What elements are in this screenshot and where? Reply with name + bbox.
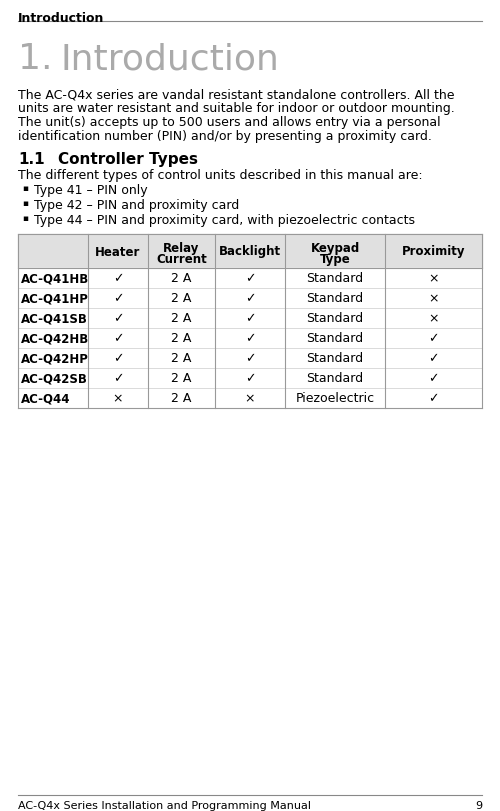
Text: ✓: ✓ (428, 392, 439, 405)
Bar (18, 349, 482, 368)
Text: Controller Types: Controller Types (58, 152, 198, 167)
Text: ✓: ✓ (428, 372, 439, 385)
Text: Proximity: Proximity (402, 245, 465, 258)
Text: The unit(s) accepts up to 500 users and allows entry via a personal: The unit(s) accepts up to 500 users and … (18, 116, 440, 129)
Bar (18, 328, 482, 349)
Text: ✓: ✓ (245, 352, 256, 365)
Text: ✓: ✓ (245, 292, 256, 305)
Text: Introduction: Introduction (18, 12, 104, 25)
Text: Keypad: Keypad (310, 242, 360, 255)
Text: 2 A: 2 A (172, 272, 192, 285)
Bar (18, 289, 482, 309)
Text: Standard: Standard (306, 332, 364, 345)
Text: 2 A: 2 A (172, 292, 192, 305)
Text: ×: × (428, 272, 439, 285)
Text: ✓: ✓ (245, 372, 256, 385)
Text: 2 A: 2 A (172, 332, 192, 345)
Text: ▪: ▪ (22, 184, 28, 193)
Text: AC-Q41HB: AC-Q41HB (21, 272, 89, 285)
Text: ✓: ✓ (245, 312, 256, 325)
Text: 2 A: 2 A (172, 392, 192, 405)
Text: ×: × (113, 392, 123, 405)
Text: Relay: Relay (164, 242, 200, 255)
Text: Standard: Standard (306, 372, 364, 385)
Text: Heater: Heater (96, 245, 140, 258)
Text: 9: 9 (475, 800, 482, 810)
Text: ✓: ✓ (113, 352, 123, 365)
Text: 2 A: 2 A (172, 352, 192, 365)
Text: ✓: ✓ (113, 272, 123, 285)
Bar (18, 268, 482, 289)
Bar (18, 234, 482, 268)
Text: units are water resistant and suitable for indoor or outdoor mounting.: units are water resistant and suitable f… (18, 102, 455, 115)
Text: Type: Type (320, 253, 350, 266)
Text: Standard: Standard (306, 352, 364, 365)
Text: ×: × (428, 292, 439, 305)
Text: 1.: 1. (18, 42, 52, 76)
Text: ✓: ✓ (245, 272, 256, 285)
Text: ×: × (428, 312, 439, 325)
Text: 2 A: 2 A (172, 372, 192, 385)
Text: ✓: ✓ (245, 332, 256, 345)
Text: AC-Q4x Series Installation and Programming Manual: AC-Q4x Series Installation and Programmi… (18, 800, 311, 810)
Text: ▪: ▪ (22, 199, 28, 208)
Text: Backlight: Backlight (219, 245, 281, 258)
Text: Standard: Standard (306, 272, 364, 285)
Text: Standard: Standard (306, 292, 364, 305)
Text: ✓: ✓ (113, 332, 123, 345)
Bar (18, 309, 482, 328)
Text: 2 A: 2 A (172, 312, 192, 325)
Text: AC-Q44: AC-Q44 (21, 392, 70, 405)
Text: ▪: ▪ (22, 214, 28, 223)
Text: Current: Current (156, 253, 207, 266)
Text: Type 42 – PIN and proximity card: Type 42 – PIN and proximity card (34, 199, 240, 212)
Text: identification number (PIN) and/or by presenting a proximity card.: identification number (PIN) and/or by pr… (18, 130, 432, 143)
Text: The AC-Q4x series are vandal resistant standalone controllers. All the: The AC-Q4x series are vandal resistant s… (18, 88, 454, 101)
Text: The different types of control units described in this manual are:: The different types of control units des… (18, 169, 422, 182)
Text: ✓: ✓ (113, 372, 123, 385)
Text: Piezoelectric: Piezoelectric (296, 392, 374, 405)
Text: Type 41 – PIN only: Type 41 – PIN only (34, 184, 148, 197)
Text: ✓: ✓ (428, 332, 439, 345)
Text: ✓: ✓ (113, 292, 123, 305)
Text: Standard: Standard (306, 312, 364, 325)
Text: ✓: ✓ (113, 312, 123, 325)
Text: AC-Q41SB: AC-Q41SB (21, 312, 88, 325)
Text: AC-Q42HB: AC-Q42HB (21, 332, 89, 345)
Text: ×: × (245, 392, 256, 405)
Text: AC-Q42HP: AC-Q42HP (21, 352, 89, 365)
Text: AC-Q42SB: AC-Q42SB (21, 372, 88, 385)
Text: AC-Q41HP: AC-Q41HP (21, 292, 89, 305)
Text: ✓: ✓ (428, 352, 439, 365)
Bar (18, 388, 482, 409)
Bar (18, 368, 482, 388)
Text: Type 44 – PIN and proximity card, with piezoelectric contacts: Type 44 – PIN and proximity card, with p… (34, 214, 415, 227)
Text: Introduction: Introduction (60, 42, 279, 76)
Text: 1.1: 1.1 (18, 152, 44, 167)
